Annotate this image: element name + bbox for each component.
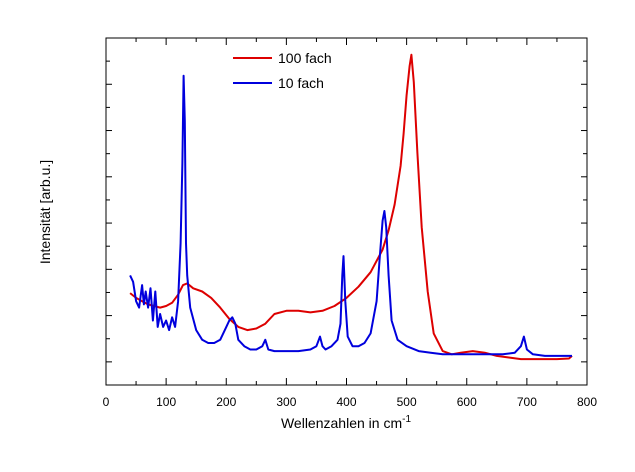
x-axis-title-superscript: -1 — [402, 414, 411, 425]
axis-ticks — [105, 37, 588, 386]
legend-label-10-fach: 10 fach — [278, 75, 324, 91]
x-tick-label: 100 — [156, 395, 176, 409]
legend-label-100-fach: 100 fach — [278, 50, 332, 66]
series-lines — [129, 53, 573, 361]
x-axis-title-text: Wellenzahlen in cm — [281, 415, 402, 431]
x-tick-label: 400 — [336, 395, 356, 409]
x-tick-labels: 0 100 200 300 400 500 600 700 800 — [103, 395, 598, 409]
series-line-10-fach — [129, 74, 572, 357]
legend: 100 fach 10 fach — [233, 50, 332, 91]
x-tick-label: 300 — [276, 395, 296, 409]
x-axis-title: Wellenzahlen in cm-1 — [281, 414, 411, 431]
x-tick-label: 600 — [457, 395, 477, 409]
y-axis-title: Intensität [arb.u.] — [37, 160, 53, 264]
x-tick-label: 800 — [577, 395, 597, 409]
plot-frame — [105, 37, 588, 386]
x-tick-label: 500 — [397, 395, 417, 409]
series-line-100-fach — [129, 53, 573, 361]
x-tick-label: 0 — [103, 395, 110, 409]
x-tick-label: 200 — [216, 395, 236, 409]
x-tick-label: 700 — [517, 395, 537, 409]
